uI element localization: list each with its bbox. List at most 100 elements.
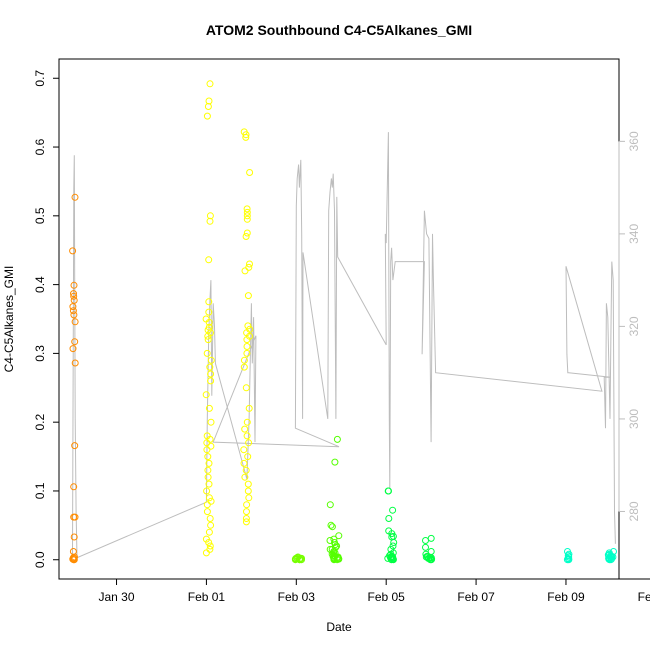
- x-tick-label: Feb 05: [368, 590, 406, 604]
- data-point: [205, 539, 213, 546]
- data-point: [206, 217, 214, 225]
- data-point: [331, 458, 339, 466]
- data-point: [330, 554, 338, 562]
- data-point: [203, 112, 211, 120]
- data-point: [71, 359, 79, 367]
- y-tick-label: 0.4: [33, 276, 47, 293]
- data-point: [427, 554, 435, 562]
- data-point: [205, 308, 213, 316]
- data-point: [240, 356, 248, 364]
- data-point: [242, 384, 250, 392]
- secondary-line-layer: [72, 132, 616, 559]
- x-tick-label: Feb 07: [457, 590, 495, 604]
- data-point: [70, 311, 78, 319]
- data-point: [205, 298, 213, 306]
- y-tick-label: 0.3: [33, 345, 47, 362]
- x-axis-label: Date: [326, 620, 352, 634]
- y-tick-label: 0.2: [33, 414, 47, 431]
- data-point: [70, 292, 78, 300]
- data-point: [243, 418, 251, 426]
- y-right-tick-label: 280: [627, 501, 641, 521]
- data-point: [204, 103, 212, 110]
- y-tick-label: 0.7: [33, 70, 47, 87]
- data-point: [326, 501, 334, 509]
- data-point: [242, 466, 250, 474]
- data-point: [242, 515, 250, 522]
- y-tick-label: 0.5: [33, 207, 47, 224]
- data-point: [207, 377, 215, 385]
- data-point: [205, 256, 213, 264]
- data-point: [240, 363, 248, 371]
- data-point: [291, 555, 299, 563]
- data-point: [389, 542, 397, 550]
- data-point: [70, 290, 77, 298]
- data-point: [328, 523, 336, 531]
- data-point: [205, 480, 213, 488]
- data-point: [69, 554, 77, 562]
- data-point: [203, 487, 211, 495]
- data-point: [245, 404, 253, 412]
- y-tick-label: 0.6: [33, 138, 47, 155]
- data-point: [206, 363, 214, 371]
- data-point: [243, 205, 251, 213]
- data-point: [565, 556, 573, 564]
- data-point: [207, 356, 215, 364]
- data-point: [203, 439, 211, 447]
- y-right-axis: 280 300 320 340 360: [618, 131, 641, 521]
- data-point: [242, 518, 250, 526]
- data-point: [206, 545, 214, 553]
- x-axis: Jan 30 Feb 01 Feb 03 Feb 05 Feb 07 Feb 09 Feb …: [99, 578, 650, 604]
- data-point: [205, 318, 213, 326]
- secondary-line: [72, 132, 616, 559]
- data-point: [202, 391, 210, 399]
- data-point: [243, 432, 251, 440]
- data-point: [389, 506, 397, 514]
- data-point: [331, 552, 339, 560]
- data-point: [390, 539, 398, 546]
- data-point: [244, 292, 252, 300]
- y-axis: 0.0 0.1 0.2 0.3 0.4 0.5 0.6 0.7: [33, 70, 60, 568]
- data-point: [384, 487, 392, 495]
- data-point: [243, 349, 251, 357]
- data-point: [207, 370, 215, 378]
- data-point: [335, 532, 343, 540]
- data-point: [244, 487, 252, 495]
- data-point: [327, 521, 335, 529]
- data-point: [245, 263, 253, 271]
- data-point: [240, 446, 248, 454]
- data-point: [296, 556, 303, 564]
- data-point: [69, 548, 77, 555]
- data-point: [242, 131, 250, 139]
- data-point: [243, 343, 251, 350]
- data-point: [242, 133, 250, 141]
- y-right-tick-label: 360: [627, 131, 641, 151]
- data-point: [71, 318, 79, 326]
- data-point: [205, 494, 213, 502]
- data-point: [70, 513, 78, 521]
- data-point: [241, 267, 249, 275]
- data-point: [71, 193, 79, 201]
- data-point: [69, 307, 77, 315]
- data-point: [296, 555, 304, 563]
- data-point: [203, 446, 211, 454]
- x-tick-label: Feb 11: [638, 590, 650, 604]
- x-tick-label: Feb 03: [278, 590, 316, 604]
- data-point: [246, 169, 254, 176]
- data-point: [204, 453, 212, 461]
- y-tick-label: 0.0: [33, 551, 47, 568]
- data-point: [242, 233, 250, 240]
- data-point: [205, 528, 213, 536]
- data-point: [424, 553, 432, 561]
- y-axis-label: C4-C5Alkanes_GMI: [2, 266, 16, 373]
- points-layer: [69, 80, 617, 564]
- data-point: [69, 247, 77, 255]
- data-point: [69, 303, 77, 311]
- data-point: [243, 229, 251, 237]
- data-point: [427, 534, 435, 542]
- data-point: [422, 543, 429, 551]
- y-right-tick-label: 340: [627, 224, 641, 244]
- data-point: [244, 453, 252, 461]
- x-tick-label: Feb 09: [547, 590, 585, 604]
- data-point: [326, 537, 334, 544]
